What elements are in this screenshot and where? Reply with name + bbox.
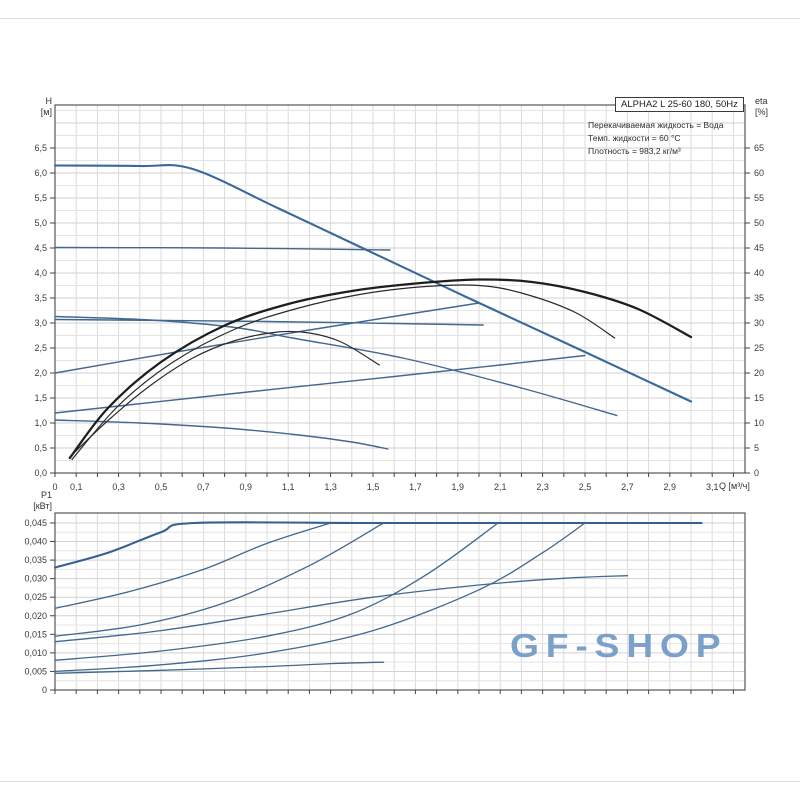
axis-tick-label: 0,1 [70,482,83,492]
axis-tick-label: 5,5 [34,193,47,203]
eta-speed-1-curve [69,330,380,458]
eta-speed-2-curve [71,284,616,461]
axis-tick-label: 10 [754,418,764,428]
axis-tick-label: 0,005 [24,666,47,676]
eta-axis-unit: [%] [755,107,769,117]
axis-tick-label: 30 [754,318,764,328]
speed-1-hq-curve [54,419,389,450]
power-axis-unit: [кВт] [33,501,52,511]
p1-const-pressure-3.0-curve [54,522,499,661]
speed-2-hq-curve [54,315,618,417]
top-border-line [0,18,800,19]
axis-tick-label: 3,0 [34,318,47,328]
axis-tick-label: 2,9 [664,482,677,492]
axis-tick-label: 4,0 [34,268,47,278]
axis-tick-label: 1,3 [324,482,337,492]
axis-tick-label: 0,025 [24,592,47,602]
axis-tick-label: 2,5 [34,343,47,353]
axis-tick-label: 1,1 [282,482,295,492]
axis-tick-label: 0,035 [24,555,47,565]
axis-tick-label: 2,0 [34,368,47,378]
plot-frame [54,104,746,474]
power-axis-label: P1 [кВт] [6,490,52,512]
p1-speed-3-curve [53,521,703,569]
axis-tick-label: 3,5 [34,293,47,303]
const-pressure-4.5-curve [54,246,391,251]
plot-frame [54,512,746,691]
fluid-info-block: Перекачиваемая жидкость = Вода Темп. жид… [588,119,723,158]
axis-tick-label: 0,3 [112,482,125,492]
head-axis-label: H [м] [14,96,52,118]
axis-tick-label: 2,5 [579,482,592,492]
p1-prop-pressure-2-curve [54,522,385,637]
fluid-temp-line: Темп. жидкости = 60 °C [588,133,681,143]
pump-model-title: ALPHA2 L 25-60 180, 50Hz [615,97,744,112]
axis-tick-label: 0,015 [24,629,47,639]
eta-speed-3-curve [68,278,693,460]
head-axis-unit: [м] [40,107,52,117]
axis-tick-label: 2,7 [621,482,634,492]
axis-tick-label: 40 [754,268,764,278]
p1-const-pressure-4.5-curve [54,522,332,609]
axis-tick-label: 45 [754,243,764,253]
axis-tick-label: 0,045 [24,518,47,528]
axis-tick-label: 0,9 [240,482,253,492]
axis-tick-label: 1,5 [367,482,380,492]
bottom-border-line [0,781,800,782]
axis-tick-label: 60 [754,168,764,178]
power-axis-symbol: P1 [40,490,52,500]
speed-3-hq-curve [53,164,693,403]
axis-tick-label: 50 [754,218,764,228]
axis-tick-label: 65 [754,143,764,153]
flow-axis-label: Q [м³/ч] [719,481,750,491]
eta-axis-symbol: eta [755,96,768,106]
axis-tick-label: 2,1 [494,482,507,492]
axis-tick-label: 5 [754,443,759,453]
p1-speed-1-curve [54,661,385,674]
axis-tick-label: 0 [42,685,47,695]
axis-tick-label: 0 [52,482,57,492]
p1-speed-2-curve [54,575,629,643]
axis-tick-label: 5,0 [34,218,47,228]
const-pressure-3.0-curve [54,318,484,326]
shop-watermark: GF-SHOP [510,627,728,664]
axis-tick-label: 1,0 [34,418,47,428]
axis-tick-label: 15 [754,393,764,403]
axis-tick-label: 0,010 [24,648,47,658]
head-axis-symbol: H [45,96,53,106]
axis-tick-label: 20 [754,368,764,378]
axis-tick-label: 0,030 [24,574,47,584]
axis-tick-label: 1,9 [452,482,465,492]
axis-tick-label: 6,5 [34,143,47,153]
axis-tick-label: 0,020 [24,611,47,621]
axis-tick-label: 0,5 [155,482,168,492]
axis-tick-label: 25 [754,343,764,353]
eta-axis-label: eta [%] [755,96,768,118]
p1-prop-pressure-1-curve [54,522,586,673]
axis-tick-label: 1,7 [409,482,422,492]
axis-tick-label: 0,0 [34,468,47,478]
prop-pressure-1-curve [54,354,586,414]
axis-tick-label: 6,0 [34,168,47,178]
axis-tick-label: 0,7 [197,482,210,492]
axis-tick-label: 35 [754,293,764,303]
axis-tick-label: 2,3 [536,482,549,492]
fluid-density-line: Плотность = 983,2 кг/м³ [588,146,681,156]
axis-tick-label: 1,5 [34,393,47,403]
axis-tick-label: 0,5 [34,443,47,453]
axis-tick-label: 4,5 [34,243,47,253]
axis-tick-label: 55 [754,193,764,203]
axis-tick-label: 0 [754,468,759,478]
axis-tick-label: 3,1 [706,482,719,492]
axis-tick-label: 0,040 [24,537,47,547]
fluid-type-line: Перекачиваемая жидкость = Вода [588,120,724,130]
